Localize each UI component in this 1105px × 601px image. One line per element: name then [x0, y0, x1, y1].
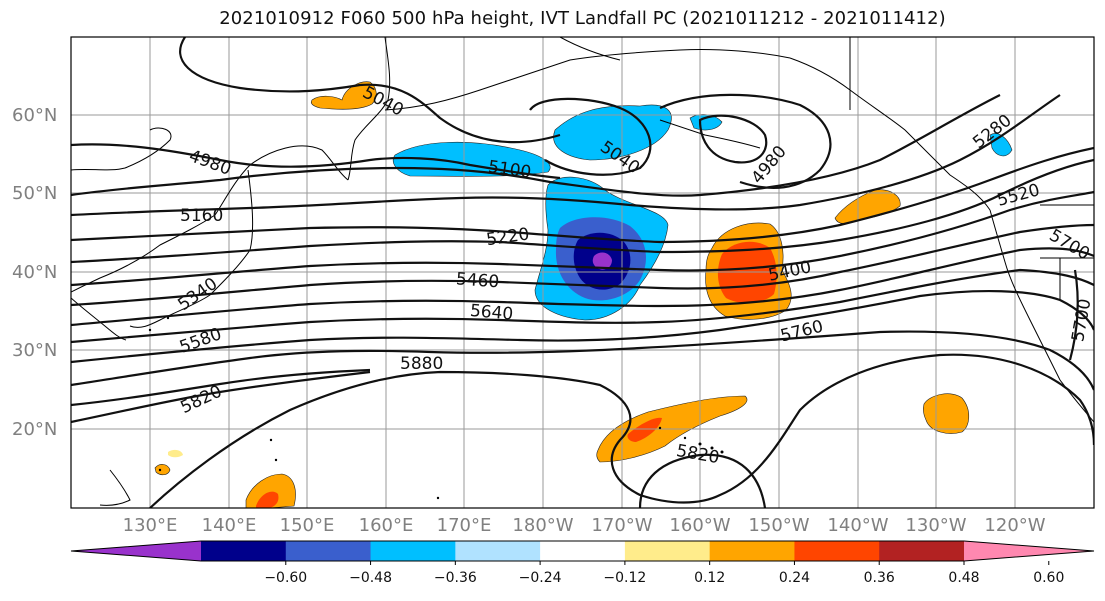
map-border [70, 36, 1095, 509]
colorbar-cell [540, 541, 626, 561]
lon-label: 160°W [669, 515, 730, 536]
lat-label: 20°N [12, 419, 57, 440]
lat-label: 40°N [12, 262, 57, 283]
colorbar: −0.60 −0.48 −0.36 −0.24 −0.12 0.12 0.24 0.36 0.4… [70, 540, 1095, 586]
contour-label: 5160 [180, 206, 223, 226]
colorbar-extend-max [964, 541, 1094, 561]
lon-label: 170°W [591, 515, 652, 536]
islands [148, 316, 724, 500]
height-contours [71, 37, 1094, 508]
lon-label: 150°E [280, 515, 335, 536]
lon-label: 120°W [984, 515, 1045, 536]
coastlines [71, 37, 1094, 506]
colorbar-cell [879, 541, 965, 561]
colorbar-tick-label: 0.12 [694, 570, 725, 586]
colorbar-cell [285, 541, 372, 561]
figure-title: 2021010912 F060 500 hPa height, IVT Land… [219, 8, 946, 29]
colorbar-tick-label: −0.12 [603, 570, 646, 586]
colorbar-cell [201, 541, 287, 561]
latitude-labels: 60°N 50°N 40°N 30°N 20°N [12, 105, 57, 440]
colorbar-cell [624, 541, 711, 561]
colorbar-tick-label: 0.48 [948, 570, 979, 586]
colorbar-tick-label: −0.60 [264, 570, 307, 586]
lon-label: 180°W [512, 515, 573, 536]
colorbar-tick-label: −0.24 [519, 570, 562, 586]
contour-label: 5640 [469, 301, 514, 325]
colorbar-cell [709, 541, 795, 561]
colorbar-cell [455, 541, 541, 561]
lon-label: 140°E [202, 515, 257, 536]
colorbar-tick-label: −0.36 [434, 570, 477, 586]
colorbar-tick-label: −0.48 [349, 570, 392, 586]
colorbar-extend-min [71, 541, 201, 561]
lat-label: 30°N [12, 340, 57, 361]
contour-label: 5880 [400, 354, 443, 374]
contour-label: 5460 [455, 269, 500, 292]
lon-label: 130°W [905, 515, 966, 536]
lon-label: 130°E [123, 515, 178, 536]
colorbar-cell [794, 541, 880, 561]
longitude-labels: 130°E 140°E 150°E 160°E 170°E 180°W 170°… [123, 515, 1046, 536]
colorbar-outline [70, 540, 1095, 562]
lon-label: 150°W [748, 515, 809, 536]
lat-label: 60°N [12, 105, 57, 126]
colorbar-tick-label: 0.36 [864, 570, 895, 586]
colorbar-tick-label: 0.60 [1033, 570, 1064, 586]
colorbar-cell [370, 541, 456, 561]
lon-label: 170°E [437, 515, 492, 536]
colorbar-tick-label: 0.24 [779, 570, 810, 586]
lon-label: 160°E [359, 515, 414, 536]
lon-label: 140°W [827, 515, 888, 536]
lat-label: 50°N [12, 183, 57, 204]
